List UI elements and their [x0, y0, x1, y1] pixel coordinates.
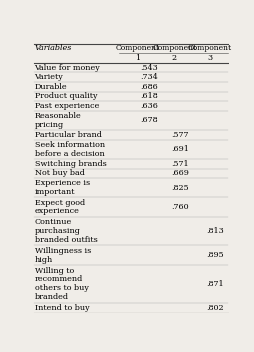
- Text: .571: .571: [171, 160, 189, 168]
- Text: .686: .686: [140, 83, 158, 91]
- Text: Switching brands: Switching brands: [35, 160, 106, 168]
- Text: Willing to
recommend
others to buy
branded: Willing to recommend others to buy brand…: [35, 266, 88, 301]
- Text: .691: .691: [171, 145, 189, 153]
- Text: .618: .618: [140, 93, 158, 100]
- Text: Component: Component: [115, 44, 160, 52]
- Text: Component: Component: [152, 44, 196, 52]
- Text: .802: .802: [207, 304, 224, 312]
- Text: Component: Component: [188, 44, 232, 52]
- Text: Expect good
experience: Expect good experience: [35, 199, 85, 215]
- Text: .577: .577: [171, 131, 188, 139]
- Text: Reasonable
pricing: Reasonable pricing: [35, 112, 81, 129]
- Text: Seek information
before a decision: Seek information before a decision: [35, 141, 105, 158]
- Text: Not buy bad: Not buy bad: [35, 169, 84, 177]
- Text: 1: 1: [135, 54, 140, 62]
- Text: Durable: Durable: [35, 83, 67, 91]
- Text: .678: .678: [140, 117, 158, 125]
- Text: Product quality: Product quality: [35, 93, 97, 100]
- Text: Particular brand: Particular brand: [35, 131, 101, 139]
- Text: Value for money: Value for money: [35, 64, 100, 71]
- Text: Variety: Variety: [35, 73, 63, 81]
- Text: .871: .871: [207, 280, 224, 288]
- Text: .543: .543: [140, 64, 158, 71]
- Text: .825: .825: [171, 184, 189, 192]
- Text: .734: .734: [140, 73, 158, 81]
- Text: Intend to buy: Intend to buy: [35, 304, 89, 312]
- Text: .760: .760: [171, 203, 189, 211]
- Text: 2: 2: [172, 54, 177, 62]
- Text: Continue
purchasing
branded outfits: Continue purchasing branded outfits: [35, 218, 97, 244]
- Text: .636: .636: [140, 102, 158, 110]
- Text: 3: 3: [208, 54, 213, 62]
- Text: .895: .895: [207, 251, 224, 259]
- Text: Experience is
important: Experience is important: [35, 179, 90, 196]
- Text: Past experience: Past experience: [35, 102, 99, 110]
- Text: .813: .813: [207, 227, 224, 235]
- Text: Variables: Variables: [35, 44, 72, 52]
- Text: .669: .669: [171, 169, 189, 177]
- Text: Willingness is
high: Willingness is high: [35, 247, 91, 264]
